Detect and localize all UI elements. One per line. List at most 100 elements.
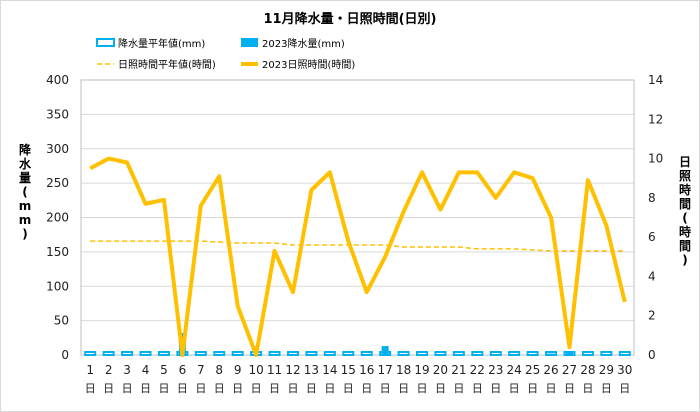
x-tick-suffix: 日 xyxy=(103,382,114,395)
y-right-title-char: 照 xyxy=(679,168,691,183)
y-right-title-char: 間 xyxy=(679,239,691,253)
x-tick-label: 28 xyxy=(580,363,595,377)
y-left-tick-label: 200 xyxy=(46,211,69,225)
normal-precip-bar xyxy=(489,351,502,356)
normal-precip-bar xyxy=(84,351,97,356)
x-tick-suffix: 日 xyxy=(287,382,298,395)
x-tick-label: 25 xyxy=(525,363,540,377)
x-tick-label: 23 xyxy=(488,363,503,377)
y-left-tick-label: 400 xyxy=(46,73,69,87)
x-tick-label: 12 xyxy=(285,363,300,377)
y-axis-left-title: 降水量(mm) xyxy=(19,142,32,241)
legend-label-normal-precip: 降水量平年値(mm) xyxy=(118,37,205,50)
x-tick-label: 24 xyxy=(507,363,522,377)
y-left-title-char: ) xyxy=(22,227,27,241)
y-right-title-char: 間 xyxy=(679,197,691,211)
y-right-tick-label: 4 xyxy=(648,269,656,283)
y-axis-right: 0 2 4 6 8 10 12 14 xyxy=(648,73,663,362)
legend-label-2023-precip: 2023降水量(mm) xyxy=(262,37,345,50)
normal-precip-bar xyxy=(434,351,447,356)
x-tick-label: 13 xyxy=(304,363,319,377)
x-tick-suffix: 日 xyxy=(417,382,428,395)
x-axis: 1日2日3日4日5日6日7日8日9日10日11日12日13日14日15日16日1… xyxy=(85,363,633,395)
normal-precip-bar xyxy=(360,351,373,356)
y-right-title-char: ) xyxy=(682,253,687,267)
y-axis-right-title: 日照時間(時間) xyxy=(679,155,691,267)
x-tick-label: 10 xyxy=(248,363,263,377)
x-tick-label: 26 xyxy=(543,363,558,377)
x-tick-suffix: 日 xyxy=(361,382,372,395)
x-tick-label: 1 xyxy=(86,363,94,377)
x-tick-label: 15 xyxy=(341,363,356,377)
legend-swatch-normal-precip xyxy=(96,38,115,47)
x-tick-suffix: 日 xyxy=(619,382,630,395)
x-tick-label: 6 xyxy=(179,363,187,377)
x-tick-label: 19 xyxy=(414,363,429,377)
normal-precip-bar xyxy=(102,351,115,356)
x-tick-label: 3 xyxy=(123,363,131,377)
x-tick-suffix: 日 xyxy=(380,382,391,395)
y-axis-left: 0 50 100 150 200 250 300 350 400 xyxy=(46,73,69,362)
x-tick-suffix: 日 xyxy=(251,382,262,395)
x-tick-label: 2 xyxy=(105,363,113,377)
x-tick-suffix: 日 xyxy=(195,382,206,395)
normal-precip-bar xyxy=(323,351,336,356)
x-tick-suffix: 日 xyxy=(546,382,557,395)
x-tick-suffix: 日 xyxy=(140,382,151,395)
normal-precip-bar xyxy=(342,351,355,356)
normal-precip-bar xyxy=(508,351,521,356)
plot-area xyxy=(80,79,635,356)
normal-precip-bar xyxy=(286,351,299,356)
x-tick-suffix: 日 xyxy=(306,382,317,395)
x-tick-label: 29 xyxy=(599,363,614,377)
x-tick-suffix: 日 xyxy=(343,382,354,395)
sunshine-lines xyxy=(89,156,627,357)
x-tick-suffix: 日 xyxy=(398,382,409,395)
normal-precip-bar xyxy=(157,351,170,356)
x-tick-label: 22 xyxy=(470,363,485,377)
x-tick-label: 8 xyxy=(215,363,223,377)
x-tick-label: 18 xyxy=(396,363,411,377)
2023-precip-bar xyxy=(547,353,555,355)
x-tick-label: 17 xyxy=(378,363,393,377)
y-right-tick-label: 10 xyxy=(648,152,663,166)
normal-sunshine-line xyxy=(90,240,625,252)
x-tick-suffix: 日 xyxy=(527,382,538,395)
y-left-tick-label: 100 xyxy=(46,279,69,293)
x-tick-label: 30 xyxy=(617,363,632,377)
precip-bars xyxy=(84,333,631,356)
y-left-tick-label: 350 xyxy=(46,107,69,121)
normal-precip-bar xyxy=(397,351,410,356)
y-left-tick-label: 0 xyxy=(61,348,69,362)
x-tick-suffix: 日 xyxy=(509,382,520,395)
x-tick-suffix: 日 xyxy=(324,382,335,395)
y-left-title-char: ( xyxy=(22,185,27,199)
x-tick-suffix: 日 xyxy=(490,382,501,395)
y-right-tick-label: 8 xyxy=(648,191,656,205)
y-left-tick-label: 250 xyxy=(46,176,69,190)
x-tick-suffix: 日 xyxy=(564,382,575,395)
2023-precip-bar xyxy=(584,354,592,355)
y-right-title-char: ( xyxy=(682,211,687,225)
y-right-tick-label: 12 xyxy=(648,112,663,126)
y-left-tick-label: 150 xyxy=(46,245,69,259)
legend-label-2023-sunshine: 2023日照時間(時間) xyxy=(262,59,355,71)
normal-precip-bar xyxy=(305,351,318,356)
normal-precip-bar xyxy=(618,351,631,356)
x-tick-suffix: 日 xyxy=(453,382,464,395)
x-tick-suffix: 日 xyxy=(158,382,169,395)
y-right-tick-label: 2 xyxy=(648,309,656,323)
y-right-title-char: 日 xyxy=(679,155,691,169)
normal-precip-bar xyxy=(416,351,429,356)
x-tick-label: 9 xyxy=(234,363,242,377)
normal-precip-bar xyxy=(231,351,244,356)
x-tick-suffix: 日 xyxy=(214,382,225,395)
y-left-tick-label: 50 xyxy=(54,314,69,328)
x-tick-suffix: 日 xyxy=(85,382,96,395)
x-tick-label: 5 xyxy=(160,363,168,377)
y-right-title-char: 時 xyxy=(679,224,691,239)
y-left-title-char: 量 xyxy=(19,171,31,185)
y-left-title-char: 降 xyxy=(19,142,32,157)
normal-precip-bar xyxy=(121,351,134,356)
